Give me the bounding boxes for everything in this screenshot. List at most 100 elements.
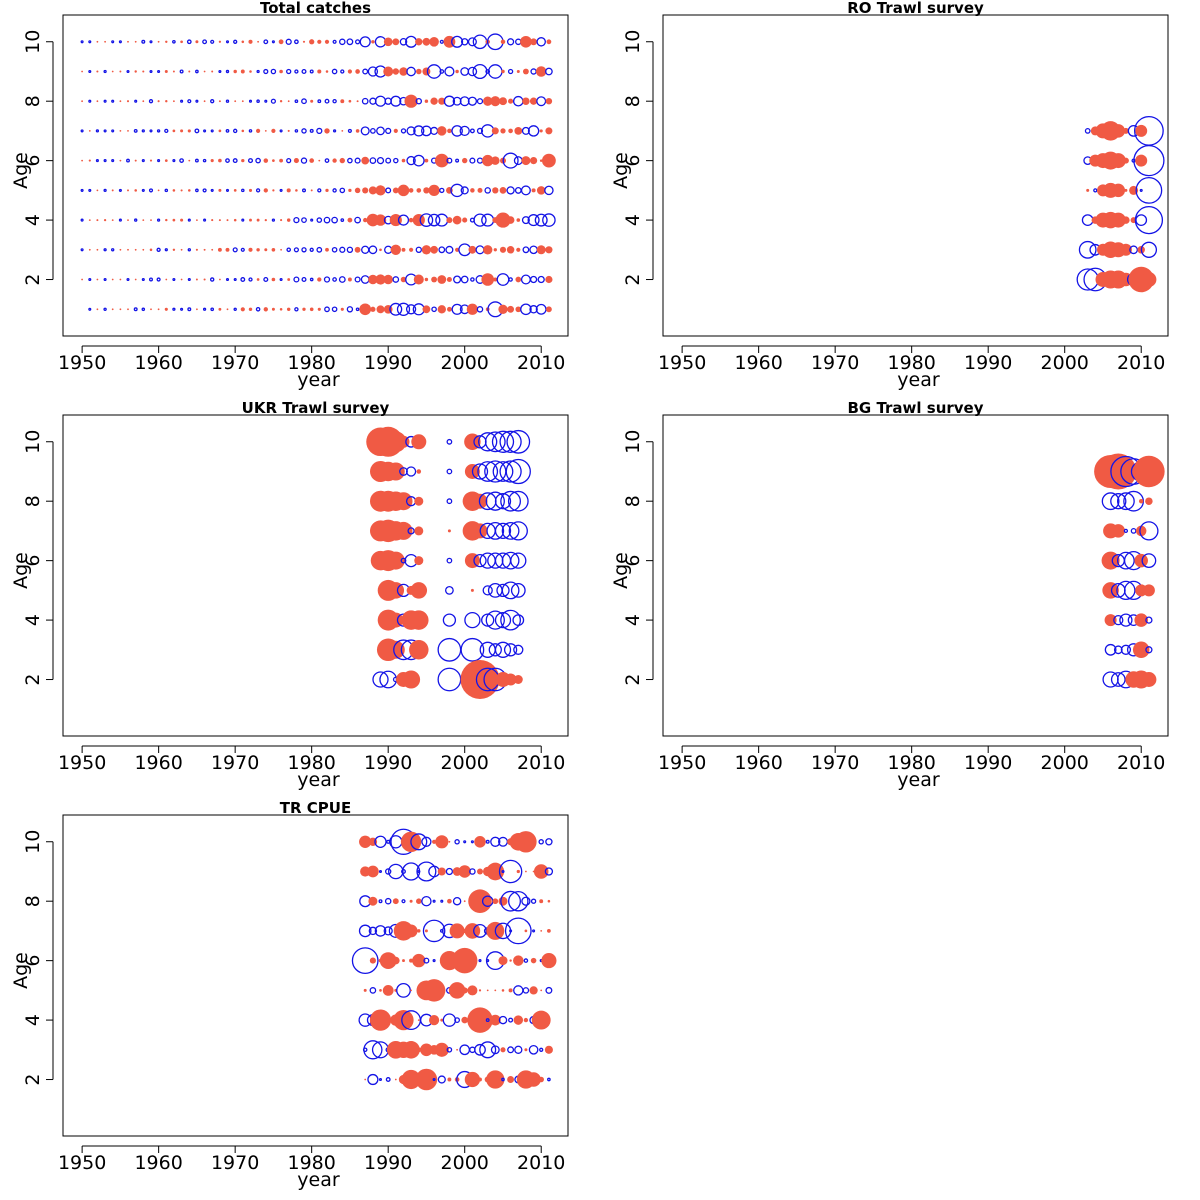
- negative-residual-bubble: [460, 660, 500, 699]
- negative-residual-bubble: [88, 159, 91, 162]
- negative-residual-bubble: [248, 188, 253, 192]
- negative-residual-bubble: [469, 957, 476, 964]
- negative-residual-bubble: [515, 306, 522, 313]
- positive-residual-bubble: [474, 1043, 486, 1056]
- negative-residual-bubble: [126, 100, 130, 103]
- negative-residual-bubble: [226, 308, 229, 311]
- negative-residual-bubble: [526, 1072, 541, 1087]
- negative-residual-bubble: [506, 216, 515, 224]
- bubble-group: [351, 828, 557, 1091]
- negative-residual-bubble: [180, 40, 183, 44]
- positive-residual-bubble: [442, 1013, 457, 1027]
- positive-residual-bubble: [451, 125, 463, 137]
- positive-residual-bubble: [316, 246, 323, 253]
- negative-residual-bubble: [157, 189, 160, 192]
- negative-residual-bubble: [408, 188, 414, 193]
- negative-residual-bubble: [1111, 183, 1126, 198]
- positive-residual-bubble: [454, 1017, 461, 1023]
- positive-residual-bubble: [255, 188, 261, 193]
- positive-residual-bubble: [247, 158, 254, 164]
- negative-residual-bubble: [545, 127, 553, 135]
- positive-residual-bubble: [263, 276, 269, 283]
- negative-residual-bubble: [521, 156, 531, 166]
- negative-residual-bubble: [547, 1018, 551, 1022]
- negative-residual-bubble: [317, 39, 322, 44]
- positive-residual-bubble: [463, 840, 467, 844]
- positive-residual-bubble: [202, 188, 207, 193]
- negative-residual-bubble: [461, 987, 468, 994]
- positive-residual-bubble: [141, 307, 146, 312]
- x-axis-label: year: [297, 1169, 340, 1191]
- negative-residual-bubble: [529, 986, 538, 995]
- negative-residual-bubble: [545, 246, 553, 254]
- x-tick-label: 1990: [964, 752, 1012, 774]
- positive-residual-bubble: [506, 38, 515, 46]
- positive-residual-bubble: [339, 246, 346, 253]
- positive-residual-bubble: [309, 247, 314, 252]
- negative-residual-bubble: [416, 1047, 422, 1053]
- positive-residual-bubble: [501, 551, 520, 570]
- positive-residual-bubble: [460, 186, 469, 195]
- positive-residual-bubble: [141, 39, 146, 44]
- negative-residual-bubble: [81, 100, 83, 103]
- negative-residual-bubble: [302, 307, 306, 311]
- positive-residual-bubble: [301, 276, 307, 283]
- negative-residual-bubble: [249, 218, 252, 222]
- negative-residual-bubble: [474, 836, 486, 848]
- negative-residual-bubble: [271, 128, 276, 133]
- negative-residual-bubble: [374, 214, 387, 226]
- positive-residual-bubble: [514, 186, 522, 194]
- positive-residual-bubble: [362, 68, 369, 75]
- negative-residual-bubble: [210, 159, 214, 163]
- negative-residual-bubble: [520, 35, 532, 48]
- negative-residual-bubble: [429, 37, 439, 47]
- negative-residual-bubble: [452, 215, 462, 225]
- positive-residual-bubble: [446, 498, 453, 505]
- negative-residual-bubble: [408, 217, 414, 223]
- negative-residual-bubble: [218, 307, 222, 311]
- positive-residual-bubble: [80, 129, 84, 133]
- y-axis-label: Age: [10, 952, 32, 989]
- positive-residual-bubble: [95, 129, 100, 133]
- positive-residual-bubble: [210, 39, 215, 44]
- negative-residual-bubble: [404, 924, 418, 938]
- positive-residual-bubble: [530, 898, 537, 904]
- positive-residual-bubble: [400, 128, 407, 134]
- negative-residual-bubble: [544, 1045, 553, 1054]
- positive-residual-bubble: [378, 869, 383, 874]
- positive-residual-bubble: [537, 275, 545, 284]
- positive-residual-bubble: [324, 158, 330, 163]
- negative-residual-bubble: [491, 127, 499, 135]
- positive-residual-bubble: [521, 896, 531, 906]
- negative-residual-bubble: [340, 99, 345, 104]
- negative-residual-bubble: [211, 219, 214, 222]
- negative-residual-bubble: [498, 304, 508, 314]
- positive-residual-bubble: [415, 97, 422, 105]
- positive-residual-bubble: [358, 924, 372, 938]
- negative-residual-bubble: [435, 835, 449, 849]
- positive-residual-bubble: [187, 277, 191, 282]
- negative-residual-bubble: [432, 839, 437, 844]
- negative-residual-bubble: [516, 70, 520, 73]
- negative-residual-bubble: [280, 219, 283, 222]
- x-tick-label: 1980: [287, 1152, 335, 1174]
- negative-residual-bubble: [165, 100, 168, 103]
- positive-residual-bubble: [359, 36, 371, 48]
- y-tick-label: 10: [622, 30, 644, 54]
- positive-residual-bubble: [187, 307, 192, 312]
- positive-residual-bubble: [1113, 645, 1123, 655]
- positive-residual-bubble: [1076, 268, 1099, 291]
- positive-residual-bubble: [437, 667, 462, 692]
- positive-residual-bubble: [432, 1077, 436, 1082]
- negative-residual-bubble: [272, 159, 275, 162]
- negative-residual-bubble: [134, 40, 137, 43]
- negative-residual-bubble: [539, 899, 544, 904]
- positive-residual-bubble: [148, 99, 154, 104]
- negative-residual-bubble: [127, 219, 129, 222]
- positive-residual-bubble: [360, 275, 370, 284]
- negative-residual-bubble: [324, 128, 330, 134]
- negative-residual-bubble: [203, 100, 206, 103]
- negative-residual-bubble: [119, 248, 122, 251]
- negative-residual-bubble: [368, 896, 378, 906]
- negative-residual-bubble: [371, 40, 375, 44]
